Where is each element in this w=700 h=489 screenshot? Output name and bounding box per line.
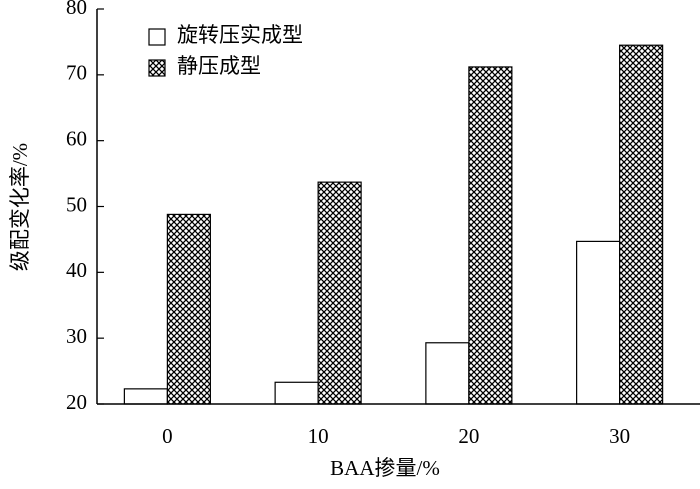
y-tick-label: 50	[66, 192, 87, 216]
y-tick-label: 40	[66, 258, 87, 282]
bar	[468, 66, 513, 405]
y-tick-label: 30	[66, 324, 87, 348]
legend-label: 旋转压实成型	[177, 23, 303, 47]
y-tick-label: 70	[66, 61, 87, 85]
y-tick-label: 60	[66, 126, 87, 150]
y-axis-label: 级配变化率/%	[8, 143, 32, 271]
legend-swatch	[148, 59, 166, 77]
x-axis-label: BAA掺量/%	[330, 456, 440, 480]
bar	[166, 213, 211, 405]
bar	[425, 342, 470, 405]
bar	[274, 381, 319, 405]
bar	[123, 388, 168, 405]
bar	[576, 240, 621, 405]
x-tick-label: 0	[162, 424, 173, 448]
x-tick-label: 30	[609, 424, 630, 448]
legend-label: 静压成型	[177, 54, 261, 78]
legend-swatch	[148, 28, 166, 46]
bar	[317, 181, 362, 405]
bar	[619, 44, 664, 405]
y-tick-label: 80	[66, 0, 87, 19]
y-tick-label: 20	[66, 390, 87, 414]
x-tick-label: 10	[308, 424, 329, 448]
x-tick-label: 20	[458, 424, 479, 448]
